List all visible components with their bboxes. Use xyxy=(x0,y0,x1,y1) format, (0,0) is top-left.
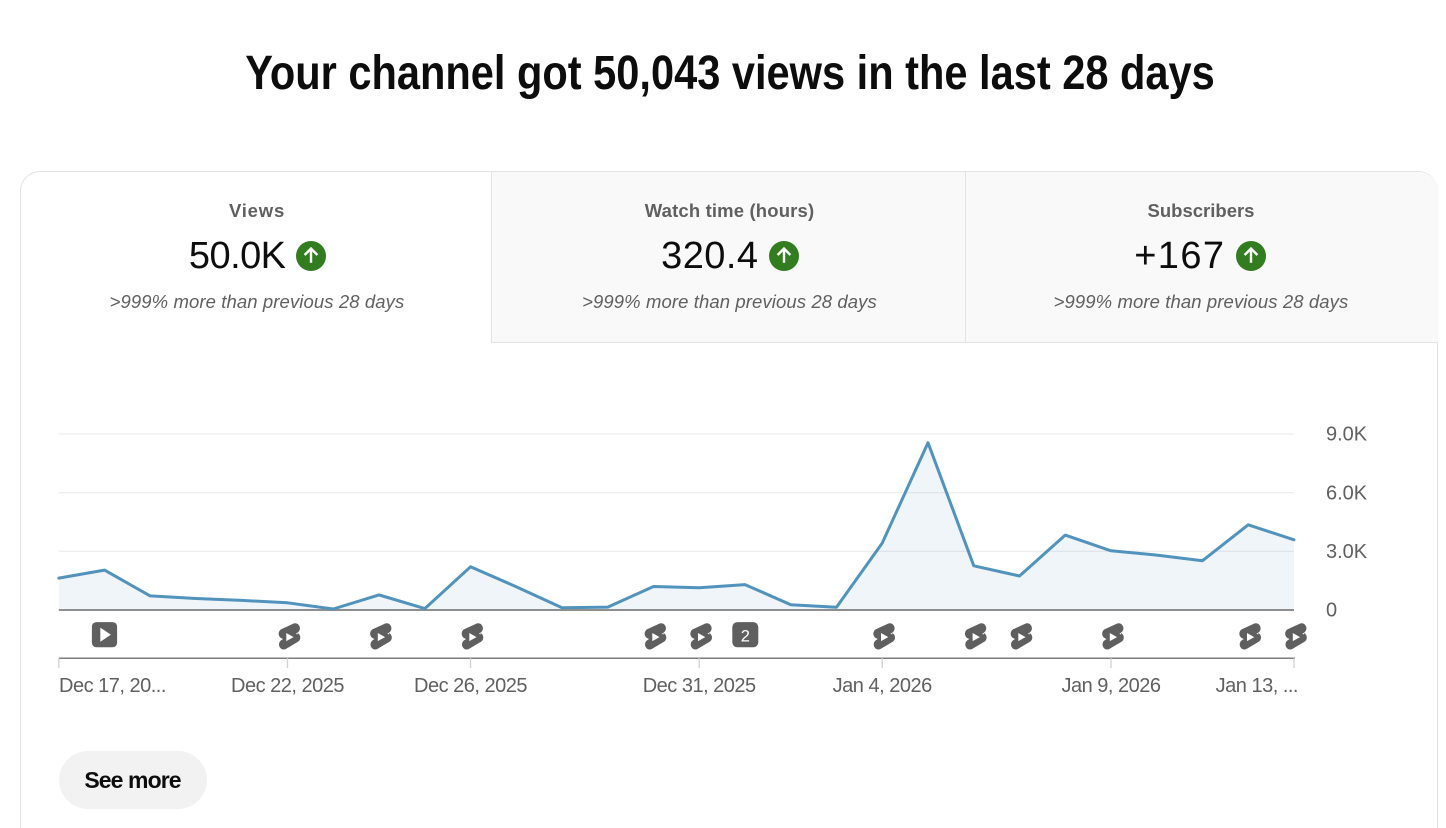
svg-text:3.0K: 3.0K xyxy=(1326,541,1368,563)
svg-text:Dec 26, 2025: Dec 26, 2025 xyxy=(414,675,527,697)
svg-text:2: 2 xyxy=(741,627,750,645)
svg-text:Jan 13, ...: Jan 13, ... xyxy=(1216,675,1298,697)
svg-text:0: 0 xyxy=(1326,600,1337,622)
svg-text:Jan 9, 2026: Jan 9, 2026 xyxy=(1061,675,1160,697)
svg-text:Dec 17, 20...: Dec 17, 20... xyxy=(59,675,166,697)
svg-text:6.0K: 6.0K xyxy=(1326,482,1368,504)
svg-text:9.0K: 9.0K xyxy=(1326,424,1368,446)
svg-text:Dec 22, 2025: Dec 22, 2025 xyxy=(231,675,344,697)
svg-text:Jan 4, 2026: Jan 4, 2026 xyxy=(833,675,932,697)
svg-text:Dec 31, 2025: Dec 31, 2025 xyxy=(643,675,756,697)
